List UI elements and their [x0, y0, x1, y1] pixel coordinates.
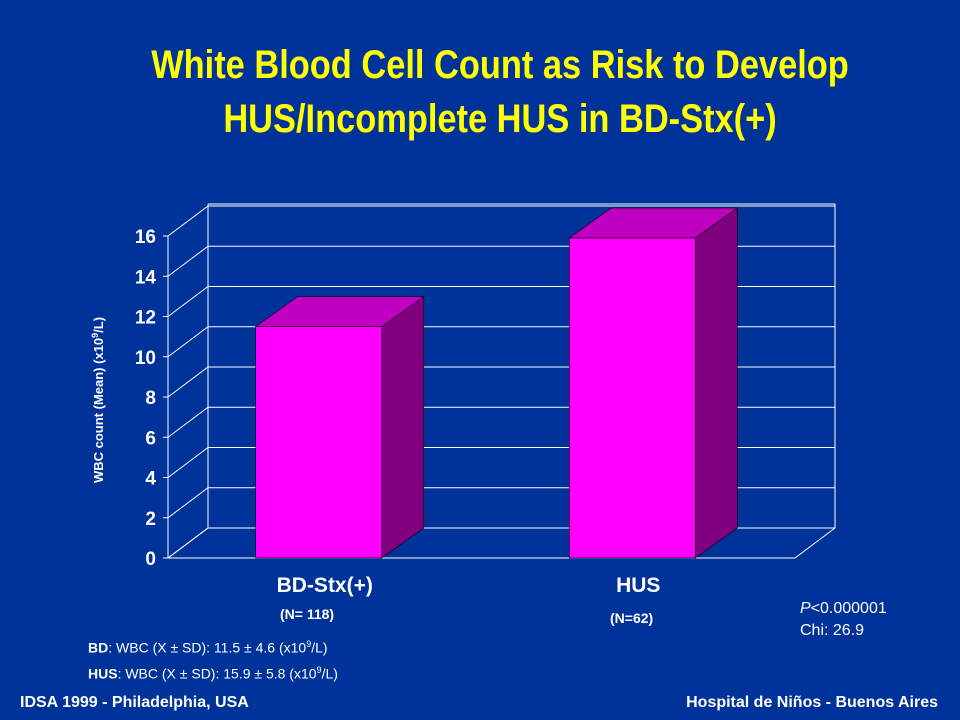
- hus-count: (N=62): [610, 610, 654, 626]
- bd-stats-end: /L): [311, 639, 328, 656]
- stats-block: BD: WBC (X ± SD): 11.5 ± 4.6 (x109/L) HU…: [88, 633, 338, 684]
- title-line-2: HUS/Incomplete HUS in BD-Stx(+): [223, 97, 777, 141]
- bd-stats-sup: 9: [306, 639, 312, 649]
- footer-right: Hospital de Niños - Buenos Aires: [686, 694, 938, 711]
- hus-stats-end: /L): [321, 665, 338, 682]
- back-wall-left: [167, 204, 209, 559]
- bd-stats-line: BD: WBC (X ± SD): 11.5 ± 4.6 (x109/L): [88, 633, 338, 659]
- bar-side: [694, 207, 738, 559]
- x-tick-label: BD-Stx(+): [277, 574, 373, 597]
- bd-stats-label: BD: [88, 639, 109, 656]
- chi-value: Chi: 26.9: [800, 622, 865, 639]
- y-axis-label-prefix: WBC count (Mean) (x10: [91, 337, 107, 484]
- y-tick-label: 0: [145, 549, 156, 570]
- y-axis-label: WBC count (Mean) (x109/L): [90, 317, 106, 483]
- p-label: P: [800, 600, 811, 617]
- footer-left: IDSA 1999 - Philadelphia, USA: [20, 694, 249, 711]
- y-tick-label: 14: [135, 267, 157, 288]
- y-tick-label: 16: [135, 227, 156, 248]
- bd-stats-text: : WBC (X ± SD): 11.5 ± 4.6 (x10: [108, 639, 307, 656]
- hus-stats-text: : WBC (X ± SD): 15.9 ± 5.8 (x10: [117, 665, 317, 682]
- y-axis-label-suffix: /L): [91, 316, 107, 333]
- gridline: [167, 205, 835, 237]
- y-tick-label: 8: [145, 388, 156, 409]
- p-text: <0.000001: [810, 600, 887, 617]
- y-tick-label: 4: [145, 469, 156, 490]
- y-tick-label: 12: [135, 308, 156, 329]
- hus-stats-line: HUS: WBC (X ± SD): 15.9 ± 5.8 (x109/L): [88, 659, 338, 685]
- bd-count: (N= 118): [280, 606, 335, 622]
- hus-stats-sup: 9: [316, 664, 322, 675]
- y-tick-label: 6: [145, 428, 156, 449]
- y-tick-label: 2: [145, 509, 156, 530]
- hus-stats-label: HUS: [88, 665, 118, 682]
- p-value: P<0.000001: [800, 598, 887, 620]
- x-tick-label: HUS: [616, 574, 660, 597]
- y-tick-label: 10: [135, 348, 156, 369]
- bar-side: [381, 295, 425, 559]
- bar: [255, 326, 383, 559]
- title-line-1: White Blood Cell Count as Risk to Develo…: [151, 43, 849, 87]
- chart-title: White Blood Cell Count as Risk to Develo…: [122, 38, 879, 146]
- bar: [568, 237, 696, 559]
- floor-right-edge: [794, 527, 836, 559]
- y-axis-label-sup: 9: [89, 332, 100, 338]
- p-value-block: P<0.000001 Chi: 26.9: [800, 598, 887, 642]
